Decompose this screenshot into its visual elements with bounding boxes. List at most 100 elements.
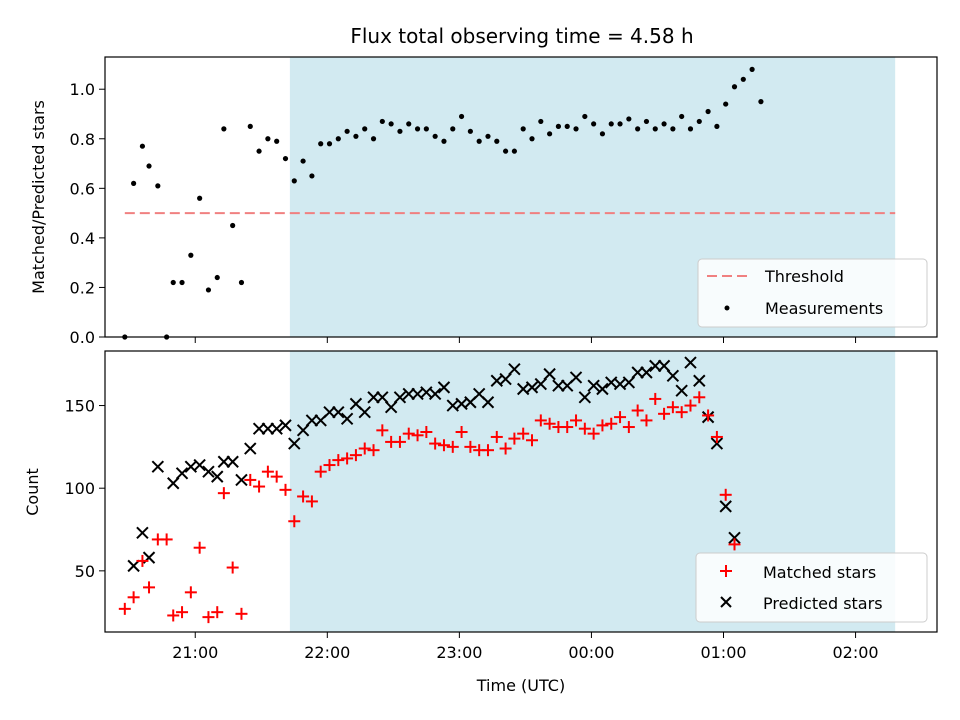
matched-star-point [658, 407, 671, 420]
measurement-point [247, 123, 253, 129]
measurement-point [256, 148, 262, 154]
measurement-point [238, 279, 245, 286]
measurement-point [679, 113, 685, 120]
matched-star-point [693, 391, 706, 404]
predicted-star-point [288, 437, 301, 450]
measurement-point [139, 143, 146, 149]
predicted-star-point [596, 382, 609, 396]
predicted-star-point [244, 442, 257, 455]
matched-star-point [631, 404, 644, 417]
predicted-star-point [719, 500, 732, 513]
predicted-star-point [499, 372, 512, 386]
predicted-star-point [587, 379, 600, 392]
predicted-star-point [693, 374, 706, 387]
x-tick-label: 23:00 [436, 643, 482, 662]
measurement-point [591, 121, 597, 127]
measurement-point [687, 126, 694, 132]
predicted-star-point [235, 473, 248, 487]
matched-star-point [684, 399, 697, 412]
predicted-star-point [508, 362, 521, 376]
matched-star-point [253, 480, 266, 493]
matched-star-point [570, 414, 583, 427]
matched-star-point [393, 435, 406, 448]
y-tick-label: 0.0 [70, 328, 95, 347]
measurement-point [564, 123, 570, 129]
matched-star-point [526, 434, 539, 447]
measurement-point [608, 121, 614, 127]
time-axis-label: Time (UTC) [476, 676, 565, 695]
measurement-point [705, 108, 711, 115]
matched-star-point [270, 470, 283, 483]
count-y-axis-label: Count [23, 468, 42, 516]
x-tick-label: 21:00 [172, 643, 218, 662]
matched-star-point [446, 440, 459, 453]
measurement-point [520, 126, 526, 132]
measurement-point [661, 121, 667, 127]
predicted-star-point [136, 526, 149, 540]
matched-star-point [226, 561, 239, 574]
legend-measurements-swatch [724, 305, 730, 311]
measurement-point [397, 128, 403, 134]
measurement-point [626, 116, 632, 122]
measurement-point [282, 155, 289, 162]
predicted-star-point [384, 400, 398, 414]
matched-star-point [402, 427, 415, 440]
measurement-point [155, 183, 161, 189]
predicted-star-point [367, 391, 380, 404]
matched-star-point [587, 427, 600, 440]
matched-star-point [517, 427, 530, 440]
matched-star-point [297, 490, 310, 503]
predicted-star-point [358, 405, 371, 419]
measurement-point [643, 118, 650, 125]
measurement-point [309, 173, 315, 179]
measurement-point [529, 136, 535, 142]
ratio-x-ticks [194, 337, 857, 343]
matched-star-point [235, 607, 248, 620]
x-tick-label: 01:00 [700, 643, 746, 662]
matched-star-point [605, 417, 618, 430]
matched-star-point [211, 606, 224, 619]
matched-star-point [176, 606, 189, 619]
ratio-panel: 0.0 0.2 0.4 0.6 0.8 1.0 Matched/Predicted sta… [29, 56, 938, 347]
y-tick-label: 0.8 [70, 130, 95, 149]
matched-star-point [184, 586, 197, 599]
measurement-point [652, 126, 658, 132]
measurement-point [205, 287, 212, 293]
predicted-star-point [578, 391, 592, 404]
matched-star-point [622, 421, 635, 434]
matched-star-point [323, 459, 336, 472]
matched-star-point [499, 442, 512, 455]
count-x-ticks: 21:00 22:00 23:00 00:00 01:00 02:00 [172, 632, 879, 662]
predicted-star-point [376, 391, 389, 404]
measurement-point [214, 274, 220, 281]
measurement-point [335, 136, 341, 142]
matched-star-point [279, 483, 292, 496]
predicted-star-point [649, 359, 662, 373]
count-points [118, 356, 741, 624]
predicted-star-point [193, 458, 206, 472]
measurement-point [547, 131, 553, 137]
measurement-point [555, 123, 562, 129]
measurement-point [599, 131, 606, 137]
predicted-star-point [402, 387, 415, 401]
matched-star-point [332, 454, 345, 467]
matched-star-point [561, 421, 574, 434]
measurement-point [370, 136, 377, 142]
matched-star-point [244, 473, 257, 486]
predicted-star-point [684, 356, 697, 369]
measurement-point [450, 126, 456, 132]
predicted-star-point [270, 422, 283, 435]
predicted-star-point [127, 559, 140, 573]
matched-star-point [481, 444, 494, 457]
ratio-y-ticks: 0.0 0.2 0.4 0.6 0.8 1.0 [70, 80, 105, 347]
measurement-point [635, 126, 641, 132]
matched-star-point [578, 422, 591, 435]
matched-star-point [167, 609, 180, 622]
measurement-point [731, 84, 738, 90]
measurement-point [696, 118, 702, 125]
y-tick-label: 0.6 [70, 179, 95, 198]
predicted-star-point [217, 455, 231, 468]
predicted-star-point [323, 405, 336, 419]
matched-star-point [675, 406, 688, 419]
measurement-point [538, 118, 544, 125]
